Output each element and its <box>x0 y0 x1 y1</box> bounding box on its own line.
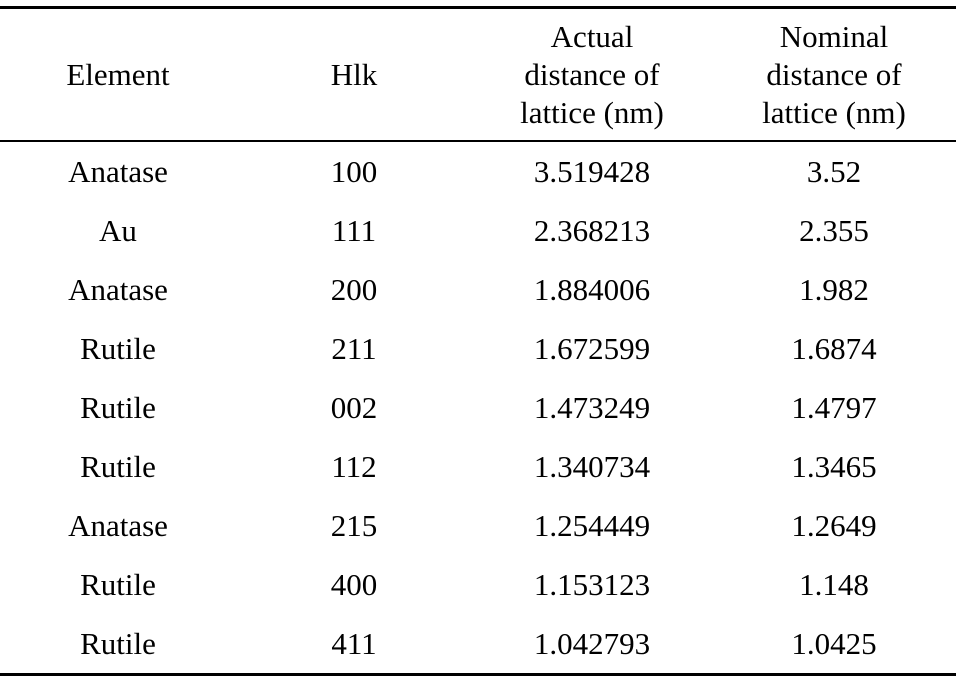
table-row: Rutile 211 1.672599 1.6874 <box>0 319 956 378</box>
cell-actual-distance: 1.340734 <box>533 448 651 484</box>
cell-nominal-distance: 1.148 <box>799 566 869 602</box>
cell-element: Rutile <box>80 389 156 425</box>
cell-nominal-distance: 1.4797 <box>791 389 877 425</box>
cell-actual-distance: 1.884006 <box>533 271 651 307</box>
table-row: Rutile 411 1.042793 1.0425 <box>0 614 956 675</box>
cell-actual-distance: 1.672599 <box>533 330 651 366</box>
lattice-distance-table-container: Element Hlk Actual distance of lattice (… <box>0 6 956 676</box>
cell-hlk: 111 <box>331 212 377 248</box>
cell-nominal-distance: 1.2649 <box>791 507 877 543</box>
cell-nominal-distance: 1.982 <box>799 271 869 307</box>
cell-element: Au <box>99 212 137 248</box>
cell-element: Rutile <box>80 566 156 602</box>
header-hlk: Hlk <box>330 56 378 92</box>
cell-hlk: 211 <box>331 330 377 366</box>
cell-hlk: 411 <box>331 625 377 661</box>
table-row: Anatase 100 3.519428 3.52 <box>0 141 956 201</box>
table-header: Element Hlk Actual distance of lattice (… <box>0 7 956 142</box>
table-row: Au 111 2.368213 2.355 <box>0 201 956 260</box>
header-element: Element <box>66 56 170 92</box>
table-body: Anatase 100 3.519428 3.52 Au 111 2.368213 2.355… <box>0 141 956 675</box>
cell-actual-distance: 1.042793 <box>533 625 651 661</box>
header-actual-distance: Actual distance of lattice (nm) <box>472 8 712 142</box>
table-row: Anatase 215 1.254449 1.2649 <box>0 496 956 555</box>
cell-actual-distance: 1.254449 <box>533 507 651 543</box>
table-row: Rutile 002 1.473249 1.4797 <box>0 378 956 437</box>
cell-actual-distance: 1.153123 <box>533 566 651 602</box>
cell-element: Anatase <box>68 271 168 307</box>
cell-element: Anatase <box>68 507 168 543</box>
cell-element: Rutile <box>80 330 156 366</box>
header-nominal-distance: Nominal distance of lattice (nm) <box>712 8 956 142</box>
cell-hlk: 002 <box>330 389 378 425</box>
cell-nominal-distance: 3.52 <box>806 153 862 189</box>
cell-hlk: 112 <box>331 448 377 484</box>
cell-element: Rutile <box>80 448 156 484</box>
cell-actual-distance: 3.519428 <box>533 153 651 189</box>
cell-hlk: 400 <box>330 566 378 602</box>
cell-actual-distance: 2.368213 <box>533 212 651 248</box>
header-row: Element Hlk Actual distance of lattice (… <box>0 7 956 142</box>
table-row: Anatase 200 1.884006 1.982 <box>0 260 956 319</box>
cell-nominal-distance: 1.0425 <box>791 625 877 661</box>
cell-hlk: 100 <box>330 153 378 189</box>
cell-hlk: 200 <box>330 271 378 307</box>
cell-element: Anatase <box>68 153 168 189</box>
cell-nominal-distance: 2.355 <box>799 212 869 248</box>
cell-element: Rutile <box>80 625 156 661</box>
cell-nominal-distance: 1.3465 <box>791 448 877 484</box>
header-nominal-distance-text: Nominal distance of lattice (nm) <box>762 18 906 130</box>
lattice-distance-table: Element Hlk Actual distance of lattice (… <box>0 6 956 676</box>
cell-nominal-distance: 1.6874 <box>791 330 877 366</box>
table-row: Rutile 112 1.340734 1.3465 <box>0 437 956 496</box>
cell-actual-distance: 1.473249 <box>533 389 651 425</box>
table-row: Rutile 400 1.153123 1.148 <box>0 555 956 614</box>
header-actual-distance-text: Actual distance of lattice (nm) <box>520 18 664 130</box>
cell-hlk: 215 <box>330 507 378 543</box>
